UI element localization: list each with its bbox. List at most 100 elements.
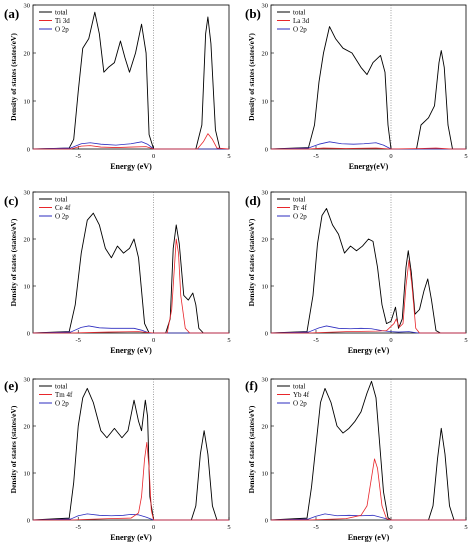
dos-panel-5: (f) -5 0 5 0 10 20 30 Energy (eV) Density of stat… bbox=[245, 376, 468, 542]
x-tick-label: 5 bbox=[227, 153, 230, 160]
legend-label: Pr 4f bbox=[293, 204, 307, 212]
series-line-tm-4f bbox=[33, 442, 229, 521]
plot-frame bbox=[32, 378, 230, 521]
series-line-total bbox=[32, 387, 229, 521]
series-line-pr-4f bbox=[271, 259, 466, 334]
y-tick-label: 10 bbox=[24, 98, 31, 105]
x-tick-label: 0 bbox=[389, 153, 392, 160]
series-line-o-2p bbox=[270, 141, 466, 150]
y-tick-label: 10 bbox=[24, 470, 31, 477]
x-tick-label: 0 bbox=[152, 524, 155, 531]
y-tick-label: 10 bbox=[262, 470, 269, 477]
x-axis-label: Energy (eV) bbox=[348, 346, 390, 355]
series-line-o-2p bbox=[270, 513, 466, 521]
series-line-total bbox=[270, 26, 466, 150]
series-line-ce-4f bbox=[33, 238, 229, 334]
series-line-o-2p bbox=[32, 141, 229, 150]
x-axis-label: Energy (eV) bbox=[348, 533, 390, 542]
y-tick-label: 30 bbox=[24, 2, 31, 9]
panel-label: (b) bbox=[245, 6, 261, 21]
plot-frame bbox=[270, 378, 467, 521]
x-axis-label: Energy (eV) bbox=[110, 162, 152, 171]
legend-label: O 2p bbox=[293, 212, 307, 220]
x-tick-label: -5 bbox=[313, 153, 318, 160]
x-tick-label: 5 bbox=[227, 524, 230, 531]
x-tick-label: -5 bbox=[313, 524, 318, 531]
series-line-o-2p bbox=[32, 513, 229, 521]
y-axis-label: Density of states (states/eV) bbox=[9, 218, 18, 306]
dos-panel-4: (e) -5 0 5 0 10 20 30 Energy (eV) Density of stat… bbox=[4, 376, 231, 542]
legend-label: Yb 4f bbox=[293, 391, 310, 399]
plot-frame bbox=[32, 4, 230, 150]
dos-panel-3: (d) -5 0 5 0 10 20 30 Energy (eV) Density of stat… bbox=[245, 189, 468, 355]
legend-label: total bbox=[293, 382, 305, 390]
series-line-total bbox=[270, 207, 466, 334]
x-tick-label: -5 bbox=[76, 337, 81, 344]
y-tick-label: 20 bbox=[24, 50, 31, 57]
legend-label: Ti 3d bbox=[55, 17, 70, 25]
x-tick-label: -5 bbox=[313, 337, 318, 344]
series-line-total bbox=[270, 380, 466, 521]
dos-panel-2: (c) -5 0 5 0 10 20 30 Energy (eV) Density of stat… bbox=[4, 189, 231, 355]
y-tick-label: 20 bbox=[262, 236, 269, 243]
panel-label: (c) bbox=[4, 193, 18, 208]
legend-label: O 2p bbox=[55, 399, 69, 407]
x-axis-label: Energy (eV) bbox=[110, 533, 152, 542]
series-line-total bbox=[32, 11, 229, 150]
series-line-o-2p bbox=[32, 325, 229, 334]
legend-label: total bbox=[55, 382, 67, 390]
x-tick-label: 0 bbox=[152, 153, 155, 160]
series-line-ti-3d bbox=[33, 133, 230, 150]
y-axis-label: Density of states (states/eV) bbox=[9, 405, 18, 493]
y-tick-label: 0 bbox=[265, 146, 268, 153]
y-axis-label: Density of states (states/eV) bbox=[247, 405, 256, 493]
y-axis-label: Density of states (states/eV) bbox=[247, 218, 256, 306]
y-tick-label: 30 bbox=[24, 189, 31, 196]
x-axis-label: Energy (eV) bbox=[110, 346, 152, 355]
panel-label: (d) bbox=[245, 193, 261, 208]
legend-label: O 2p bbox=[293, 25, 307, 33]
y-tick-label: 10 bbox=[262, 98, 269, 105]
legend-label: Ce 4f bbox=[55, 204, 71, 212]
x-tick-label: -5 bbox=[76, 524, 81, 531]
legend-label: O 2p bbox=[293, 399, 307, 407]
x-tick-label: 5 bbox=[464, 337, 467, 344]
y-tick-label: 30 bbox=[24, 376, 31, 383]
y-tick-label: 0 bbox=[265, 330, 268, 337]
y-axis-label: Density of states (states/eV) bbox=[9, 33, 18, 121]
y-tick-label: 20 bbox=[262, 423, 269, 430]
legend-label: total bbox=[293, 8, 305, 16]
x-tick-label: 5 bbox=[227, 337, 230, 344]
y-tick-label: 10 bbox=[24, 283, 31, 290]
panel-label: (f) bbox=[245, 378, 258, 393]
dos-panel-0: (a) -5 0 5 0 10 20 30 Energy (eV) Density of stat… bbox=[4, 2, 231, 171]
x-tick-label: 5 bbox=[464, 524, 467, 531]
series-line-o-2p bbox=[270, 325, 466, 334]
legend-label: La 3d bbox=[293, 17, 310, 25]
y-tick-label: 20 bbox=[262, 50, 269, 57]
y-tick-label: 0 bbox=[265, 517, 268, 524]
legend-label: total bbox=[293, 195, 305, 203]
y-tick-label: 30 bbox=[262, 2, 269, 9]
plot-frame bbox=[32, 191, 230, 334]
legend-label: O 2p bbox=[55, 212, 69, 220]
y-tick-label: 0 bbox=[27, 146, 30, 153]
series-line-total bbox=[32, 212, 229, 334]
x-axis-label: Energy(eV) bbox=[349, 162, 389, 171]
panel-label: (e) bbox=[4, 378, 18, 393]
legend-label: total bbox=[55, 8, 67, 16]
y-tick-label: 20 bbox=[24, 236, 31, 243]
series-line-la-3d bbox=[271, 147, 466, 150]
x-tick-label: -5 bbox=[76, 153, 81, 160]
y-tick-label: 20 bbox=[24, 423, 31, 430]
y-tick-label: 30 bbox=[262, 376, 269, 383]
legend-label: total bbox=[55, 195, 67, 203]
y-tick-label: 10 bbox=[262, 283, 269, 290]
x-tick-label: 0 bbox=[389, 337, 392, 344]
y-axis-label: Density of states (states/eV) bbox=[247, 33, 256, 121]
y-tick-label: 0 bbox=[27, 517, 30, 524]
legend-label: O 2p bbox=[55, 25, 69, 33]
legend-label: Tm 4f bbox=[55, 391, 73, 399]
x-tick-label: 5 bbox=[464, 153, 467, 160]
